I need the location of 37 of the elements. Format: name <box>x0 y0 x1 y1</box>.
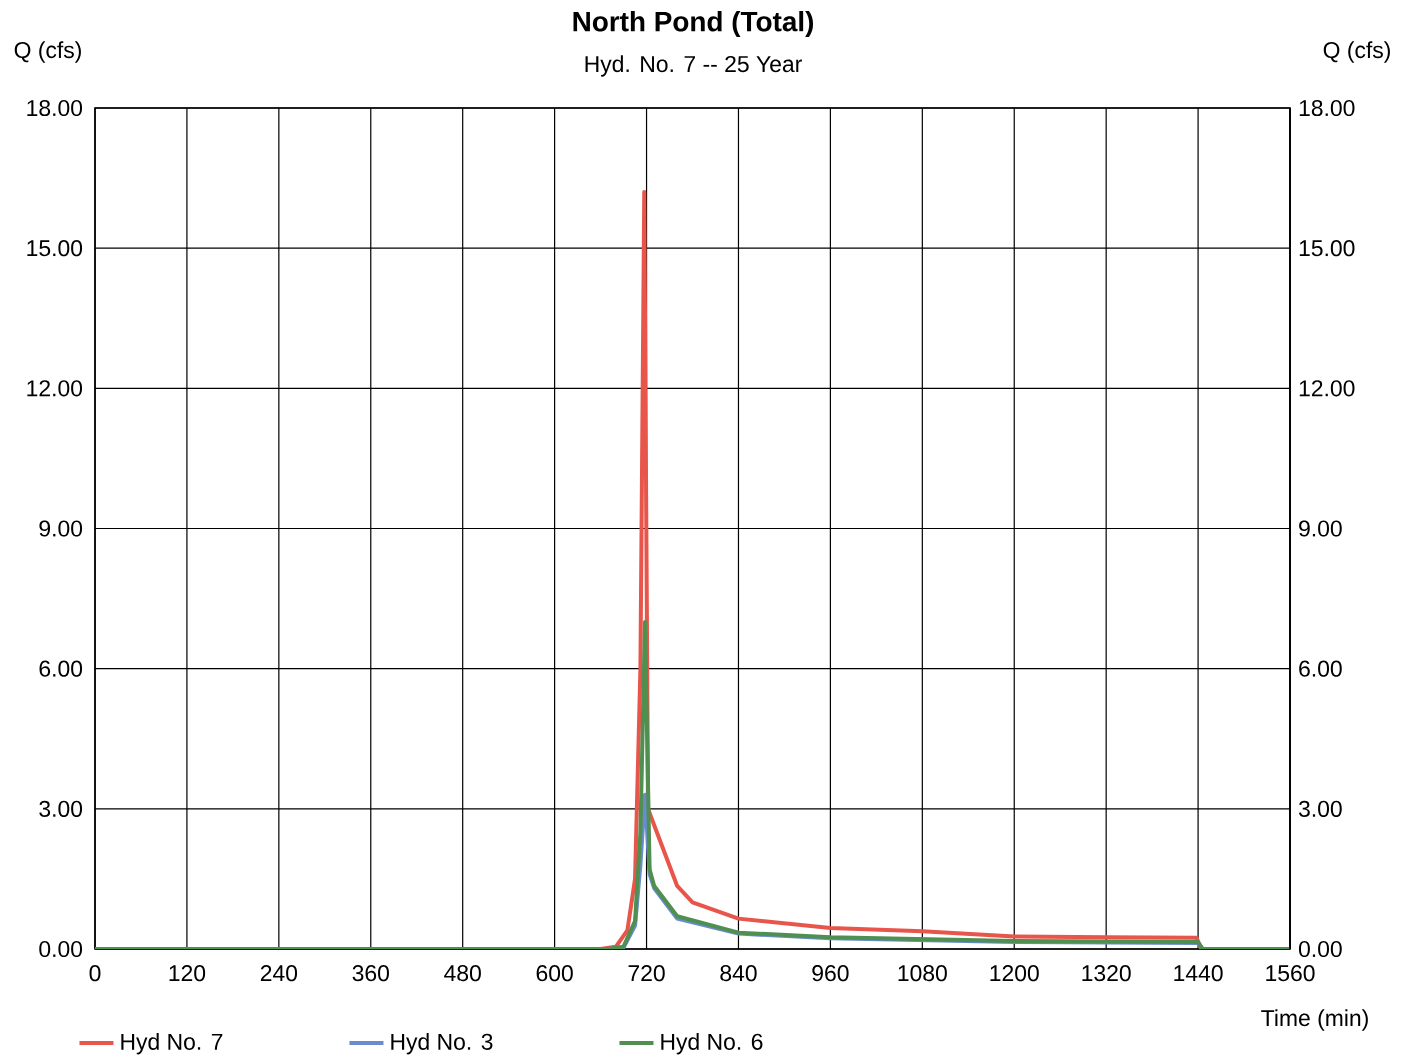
y-tick-label: 12.00 <box>27 380 83 397</box>
x-tick-label: 240 <box>260 965 298 982</box>
chart-title: North Pond (Total) <box>573 10 814 37</box>
x-tick-label: 600 <box>536 965 573 982</box>
y-tick-label: 15.00 <box>27 240 83 257</box>
legend-label: Hyd No. 3 <box>391 1033 493 1055</box>
x-tick-label: 1200 <box>990 965 1039 982</box>
y2-tick-label: 3.00 <box>1298 800 1342 817</box>
x-tick-label: 120 <box>169 965 206 982</box>
y-tick-label: 3.00 <box>39 800 83 817</box>
x-tick-label: 0 <box>89 965 101 982</box>
y2-tick-label: 12.00 <box>1299 380 1355 397</box>
x-tick-label: 840 <box>720 965 757 982</box>
y2-tick-label: 18.00 <box>1299 99 1355 117</box>
y-tick-label: 0.00 <box>39 940 83 958</box>
x-tick-label: 720 <box>628 965 665 982</box>
x-axis-title: Time (min) <box>1261 1009 1368 1031</box>
chart-subtitle: Hyd. No. 7 -- 25 Year <box>585 55 802 77</box>
x-tick-label: 1440 <box>1174 965 1223 982</box>
legend-label: Hyd No. 7 <box>121 1033 223 1055</box>
line-series <box>95 619 1291 949</box>
x-tick-label: 480 <box>444 965 481 982</box>
legend-label: Hyd No. 6 <box>661 1033 763 1055</box>
y-tick-label: 9.00 <box>39 520 83 537</box>
x-tick-label: 360 <box>352 965 389 982</box>
y-tick-label: 18.00 <box>27 99 83 117</box>
y-tick-label: 6.00 <box>39 660 83 677</box>
x-tick-label: 1320 <box>1082 965 1131 982</box>
y-axis-title: Q (cfs) <box>14 41 81 63</box>
y2-tick-label: 0.00 <box>1298 940 1342 958</box>
x-tick-label: 1560 <box>1266 965 1315 982</box>
x-tick-label: 1080 <box>898 965 947 982</box>
y2-axis-title: Q (cfs) <box>1323 41 1390 63</box>
y2-tick-label: 15.00 <box>1299 240 1355 257</box>
y2-tick-label: 9.00 <box>1299 520 1342 537</box>
x-tick-label: 960 <box>812 965 849 982</box>
y2-tick-label: 6.00 <box>1299 660 1342 677</box>
